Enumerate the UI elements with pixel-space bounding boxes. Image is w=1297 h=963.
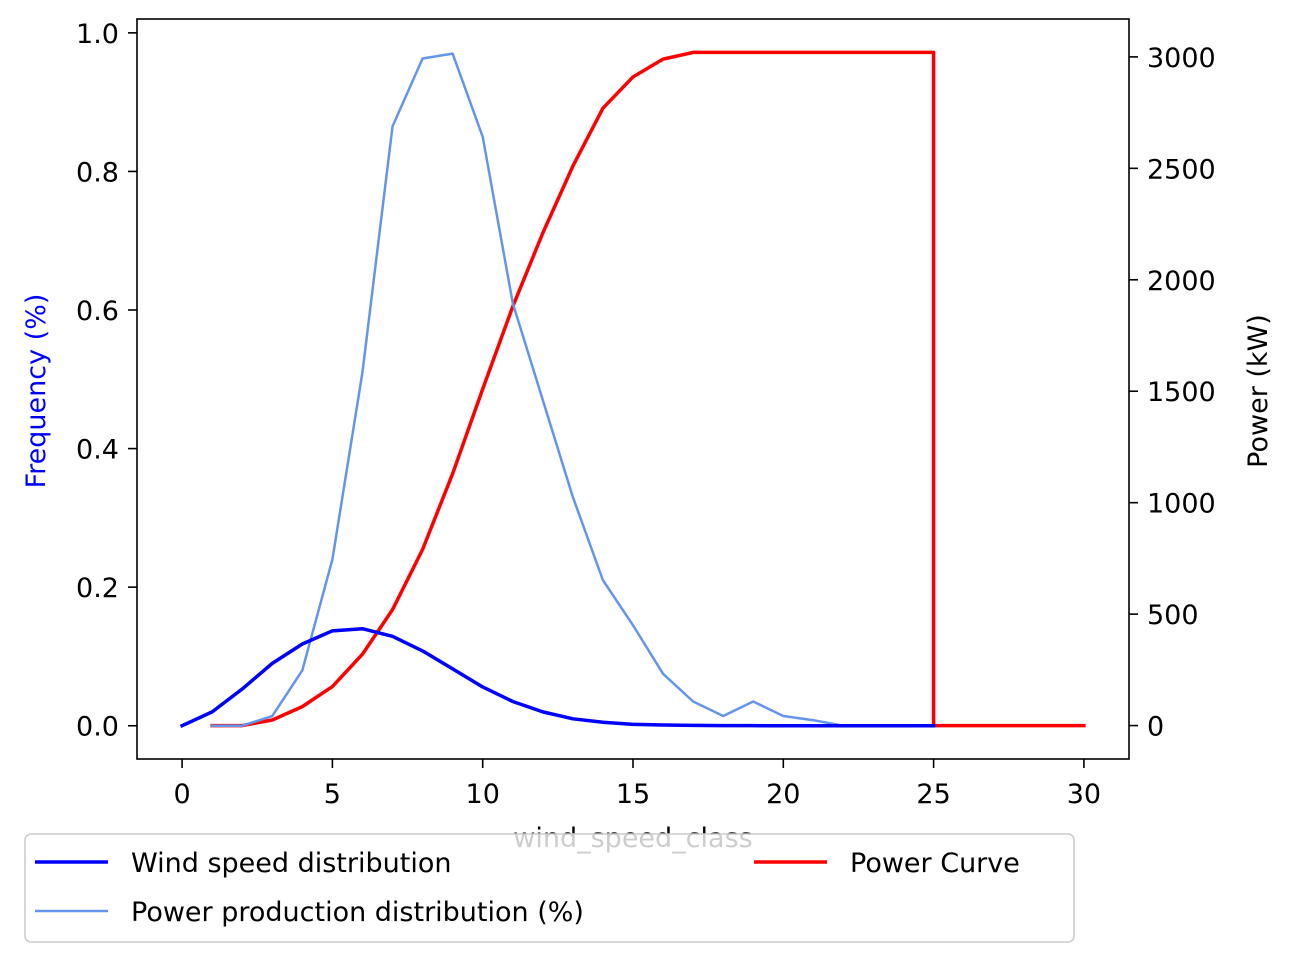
y-right-tick-label: 500 xyxy=(1147,600,1199,631)
y-right-tick-label: 1000 xyxy=(1147,489,1216,520)
x-tick-label: 30 xyxy=(1067,779,1101,810)
x-tick-label: 0 xyxy=(173,779,190,810)
x-tick-label: 20 xyxy=(766,779,800,810)
series-line-power-production-distribution xyxy=(210,52,935,727)
x-axis-ticks: 0 5 10 15 20 25 30 xyxy=(173,759,1101,810)
series-layer xyxy=(179,50,1086,729)
y-left-tick-label: 0.2 xyxy=(76,573,119,604)
y-right-axis-ticks: 0 500 1000 1500 2000 2500 3000 xyxy=(1129,43,1216,743)
legend: Wind speed distribution Power production… xyxy=(24,833,1075,943)
x-tick-label: 25 xyxy=(916,779,950,810)
y-left-tick-label: 0.6 xyxy=(76,296,119,327)
y-left-tick-label: 0.8 xyxy=(76,157,119,188)
x-tick-label: 5 xyxy=(324,779,341,810)
legend-label-power-production: Power production distribution (%) xyxy=(131,897,584,928)
y-right-tick-label: 0 xyxy=(1147,712,1164,743)
x-tick-label: 10 xyxy=(466,779,500,810)
y-right-axis-title: Power (kW) xyxy=(1243,314,1274,468)
y-left-axis-title: Frequency (%) xyxy=(21,294,52,489)
y-right-tick-label: 3000 xyxy=(1147,43,1216,74)
y-right-tick-label: 2500 xyxy=(1147,154,1216,185)
y-left-tick-label: 0.0 xyxy=(76,712,119,743)
x-tick-label: 15 xyxy=(616,779,650,810)
legend-label-power-curve: Power Curve xyxy=(850,848,1020,879)
y-right-tick-label: 2000 xyxy=(1147,266,1216,297)
legend-label-wind-speed: Wind speed distribution xyxy=(131,848,451,879)
series-line-wind-speed-distribution xyxy=(179,626,936,729)
y-right-tick-label: 1500 xyxy=(1147,377,1216,408)
plot-frame xyxy=(136,18,1130,760)
y-left-axis-ticks: 0.0 0.2 0.4 0.6 0.8 1.0 xyxy=(76,19,137,743)
y-left-tick-label: 1.0 xyxy=(76,19,119,50)
series-line-power-curve xyxy=(210,50,1086,728)
y-left-tick-label: 0.4 xyxy=(76,435,119,466)
